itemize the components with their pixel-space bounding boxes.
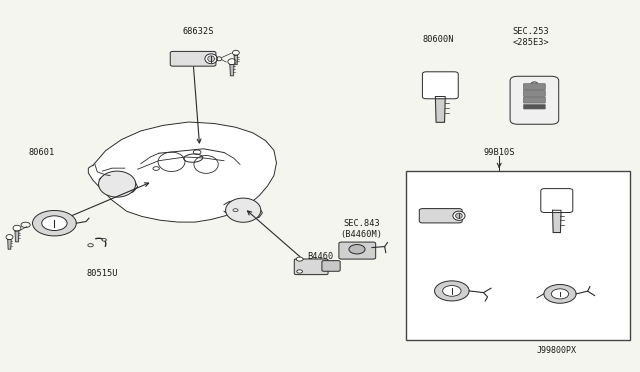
Text: B4460: B4460	[307, 252, 333, 261]
Circle shape	[296, 257, 303, 261]
Ellipse shape	[226, 198, 261, 222]
FancyBboxPatch shape	[524, 84, 545, 90]
FancyBboxPatch shape	[524, 105, 545, 109]
FancyBboxPatch shape	[170, 51, 216, 66]
FancyBboxPatch shape	[510, 76, 559, 124]
Circle shape	[297, 270, 303, 273]
Circle shape	[42, 216, 67, 231]
Ellipse shape	[453, 211, 465, 220]
FancyBboxPatch shape	[419, 209, 462, 223]
FancyBboxPatch shape	[339, 242, 376, 259]
Text: 99B10S: 99B10S	[483, 148, 515, 157]
Text: SEC.843
(B4460M): SEC.843 (B4460M)	[340, 219, 383, 239]
Polygon shape	[88, 122, 276, 222]
FancyBboxPatch shape	[524, 97, 545, 103]
Ellipse shape	[208, 56, 214, 62]
FancyBboxPatch shape	[322, 261, 340, 271]
Circle shape	[435, 281, 469, 301]
Ellipse shape	[232, 50, 239, 55]
Circle shape	[102, 238, 106, 241]
Text: J99800PX: J99800PX	[537, 346, 577, 355]
Circle shape	[552, 289, 569, 299]
Text: 80601: 80601	[28, 148, 55, 157]
Circle shape	[33, 211, 76, 236]
Circle shape	[88, 244, 93, 247]
Polygon shape	[552, 210, 561, 232]
FancyBboxPatch shape	[541, 189, 573, 212]
FancyBboxPatch shape	[294, 259, 328, 275]
Ellipse shape	[228, 59, 236, 65]
Text: SEC.253
<285E3>: SEC.253 <285E3>	[513, 27, 550, 47]
Text: 80600N: 80600N	[422, 35, 454, 44]
Polygon shape	[234, 55, 237, 64]
Polygon shape	[230, 65, 234, 76]
Ellipse shape	[205, 54, 218, 64]
Polygon shape	[8, 240, 12, 249]
FancyBboxPatch shape	[524, 90, 545, 96]
Polygon shape	[15, 231, 19, 242]
Circle shape	[443, 286, 461, 296]
Text: 68632S: 68632S	[182, 27, 214, 36]
Polygon shape	[435, 97, 445, 122]
Bar	[406, 171, 630, 340]
Ellipse shape	[456, 213, 462, 218]
FancyBboxPatch shape	[422, 72, 458, 99]
Ellipse shape	[6, 235, 13, 240]
Ellipse shape	[531, 82, 538, 85]
Circle shape	[544, 285, 576, 303]
Ellipse shape	[13, 225, 21, 231]
Ellipse shape	[99, 171, 136, 197]
Circle shape	[349, 244, 365, 254]
Text: 80515U: 80515U	[86, 269, 118, 278]
